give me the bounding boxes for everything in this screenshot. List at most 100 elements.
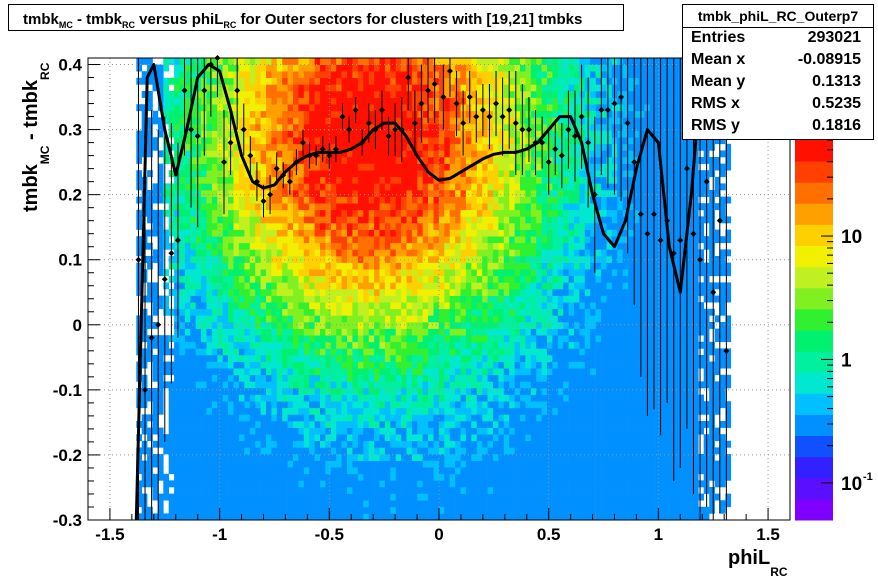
heatmap-cell xyxy=(282,236,288,244)
heatmap-cell xyxy=(276,487,283,494)
heatmap-cell xyxy=(282,487,288,494)
heatmap-cell xyxy=(298,190,305,197)
heatmap-cell xyxy=(238,236,245,244)
heatmap-cell xyxy=(276,401,283,409)
heatmap-cell xyxy=(325,407,332,415)
heatmap-cell xyxy=(325,71,332,79)
heatmap-cell xyxy=(530,209,537,217)
heatmap-cell xyxy=(417,308,423,316)
heatmap-cell xyxy=(428,137,434,145)
heatmap-cell xyxy=(206,77,213,85)
heatmap-cell xyxy=(260,506,267,514)
heatmap-cell xyxy=(525,104,532,112)
heatmap-cell xyxy=(266,480,272,488)
heatmap-cell xyxy=(465,150,472,158)
heatmap-cell xyxy=(368,322,375,329)
heatmap-cell xyxy=(314,282,321,290)
heatmap-cell xyxy=(217,176,223,184)
heatmap-cell xyxy=(374,77,380,85)
heatmap-cell xyxy=(482,427,488,435)
heatmap-cell xyxy=(493,335,499,343)
heatmap-cell xyxy=(347,427,353,435)
heatmap-cell xyxy=(374,64,380,72)
heatmap-cell xyxy=(184,137,191,145)
heatmap-cell xyxy=(411,381,418,389)
heatmap-cell xyxy=(211,170,218,178)
heatmap-cell xyxy=(428,328,434,336)
heatmap-cell xyxy=(368,104,375,112)
heatmap-cell xyxy=(401,355,407,362)
heatmap-cell xyxy=(357,414,364,422)
heatmap-cell xyxy=(357,487,364,494)
heatmap-cell xyxy=(201,447,207,455)
heatmap-cell xyxy=(309,262,315,270)
heatmap-cell xyxy=(509,216,515,224)
heatmap-cell xyxy=(233,315,240,323)
heatmap-cell xyxy=(493,170,499,178)
heatmap-cell xyxy=(520,394,526,402)
heatmap-cell xyxy=(330,84,337,92)
heatmap-cell xyxy=(238,480,245,488)
heatmap-cell xyxy=(222,170,229,178)
heatmap-cell xyxy=(352,394,359,402)
heatmap-cell xyxy=(471,242,477,250)
heatmap-cell xyxy=(493,282,499,290)
heatmap-cell xyxy=(514,480,521,488)
heatmap-cell xyxy=(217,262,223,270)
heatmap-cell xyxy=(238,262,245,270)
heatmap-cell xyxy=(206,71,213,79)
heatmap-cell xyxy=(222,209,229,217)
heatmap-cell xyxy=(341,77,348,85)
heatmap-cell xyxy=(179,256,186,263)
heatmap-cell xyxy=(390,176,396,184)
heatmap-cell xyxy=(406,229,413,237)
heatmap-cell xyxy=(233,242,240,250)
heatmap-cell xyxy=(309,341,315,349)
heatmap-cell xyxy=(482,480,488,488)
heatmap-cell xyxy=(368,513,375,521)
heatmap-cell xyxy=(190,440,196,448)
heatmap-cell xyxy=(152,137,159,145)
heatmap-cell xyxy=(147,341,153,349)
heatmap-cell xyxy=(157,117,164,125)
heatmap-cell xyxy=(244,500,251,508)
heatmap-cell xyxy=(406,262,413,270)
heatmap-cell xyxy=(233,407,240,415)
heatmap-cell xyxy=(222,421,229,428)
heatmap-cell xyxy=(417,295,423,303)
heatmap-cell xyxy=(152,421,159,428)
heatmap-cell xyxy=(363,256,369,263)
heatmap-cell xyxy=(260,335,267,343)
heatmap-cell xyxy=(249,480,256,488)
heatmap-cell xyxy=(222,407,229,415)
heatmap-cell xyxy=(422,434,429,442)
heatmap-cell xyxy=(282,388,288,395)
heatmap-cell xyxy=(503,183,510,191)
heatmap-cell xyxy=(471,269,477,277)
heatmap-cell xyxy=(357,322,364,329)
heatmap-cell xyxy=(460,480,467,488)
heatmap-cell xyxy=(530,500,537,508)
heatmap-cell xyxy=(320,513,326,521)
heatmap-cell xyxy=(503,308,510,316)
heatmap-cell xyxy=(201,176,207,184)
heatmap-cell xyxy=(347,315,353,323)
heatmap-cell xyxy=(449,308,456,316)
heatmap-cell xyxy=(190,223,196,230)
heatmap-cell xyxy=(509,282,515,290)
heatmap-cell xyxy=(255,190,261,197)
heatmap-cell xyxy=(314,130,321,138)
heatmap-cell xyxy=(271,289,278,296)
heatmap-cell xyxy=(174,216,180,224)
heatmap-cell xyxy=(411,341,418,349)
heatmap-cell xyxy=(217,381,223,389)
heatmap-cell xyxy=(255,97,261,105)
heatmap-cell xyxy=(395,64,402,72)
heatmap-cell xyxy=(384,229,391,237)
heatmap-cell xyxy=(438,249,445,257)
heatmap-cell xyxy=(206,130,213,138)
heatmap-cell xyxy=(341,176,348,184)
heatmap-cell xyxy=(433,440,440,448)
heatmap-cell xyxy=(476,493,483,501)
heatmap-cell xyxy=(255,203,261,211)
